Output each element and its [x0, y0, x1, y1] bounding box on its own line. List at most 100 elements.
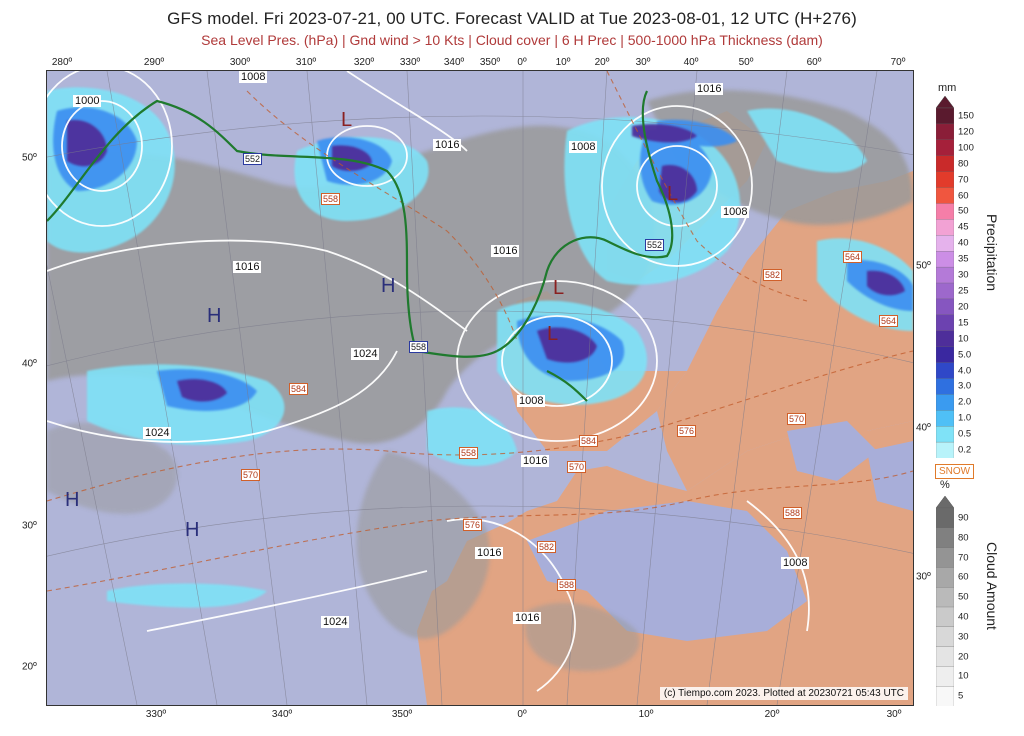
colorbar-value-label: 20: [958, 651, 969, 662]
colorbar-value-label: 100: [958, 142, 974, 154]
right-tick: 30º: [916, 571, 931, 583]
colorbar-value-label: 3.0: [958, 380, 972, 392]
colorbar-swatch: [936, 139, 954, 157]
thickness-label: 576: [677, 425, 697, 437]
bottom-tick: 0º: [517, 709, 527, 720]
colorbar-swatch: [936, 266, 954, 284]
top-tick: 280º: [51, 57, 73, 68]
cloud-colorbar: [936, 496, 954, 706]
colorbar-swatch: [936, 686, 954, 706]
pressure-label: 1016: [491, 245, 520, 257]
snow-indicator: SNOW: [935, 464, 975, 479]
pressure-label: 1008: [517, 395, 546, 407]
bottom-tick: 340º: [271, 709, 293, 720]
colorbar-swatch: [936, 330, 954, 348]
colorbar-value-label: 35: [958, 253, 969, 265]
top-tick: 30º: [635, 57, 651, 68]
bottom-tick: 30º: [886, 709, 902, 720]
colorbar-swatch: [936, 378, 954, 395]
colorbar-value-label: 60: [958, 571, 969, 583]
colorbar-value-label: 150: [958, 110, 974, 122]
graticule: [47, 71, 913, 705]
colorbar-swatch: [936, 666, 954, 687]
top-tick: 20º: [594, 57, 610, 68]
top-tick: 10º: [555, 57, 571, 68]
thickness-label: 576: [463, 519, 483, 531]
colorbar-value-label: 4.0: [958, 365, 972, 376]
colorbar-value-label: 70: [958, 552, 969, 563]
left-tick: 40º: [22, 358, 37, 370]
pressure-label: 1024: [321, 616, 350, 628]
thickness-label: 582: [763, 269, 783, 281]
thickness-label: 588: [783, 507, 803, 519]
map-credit: (c) Tiempo.com 2023. Plotted at 20230721…: [659, 687, 908, 700]
thickness-label: 564: [843, 251, 863, 263]
colorbar-swatch: [936, 626, 954, 648]
pressure-label: 1016: [695, 83, 724, 95]
colorbar-value-label: 2.0: [958, 396, 972, 408]
colorbar-swatch: [936, 606, 954, 628]
colorbar-swatch: [936, 362, 954, 380]
colorbar-swatch: [936, 282, 954, 300]
colorbar-swatch: [936, 646, 954, 667]
top-tick: 50º: [738, 57, 754, 68]
thickness-label: 558: [409, 341, 429, 353]
right-tick: 50º: [916, 260, 931, 272]
colorbar-swatch: [936, 346, 954, 364]
colorbar-swatch: [936, 527, 954, 549]
top-tick: 350º: [479, 57, 501, 68]
colorbar-swatch: [936, 587, 954, 608]
high-pressure-center: H: [65, 489, 80, 511]
colorbar-value-label: 50: [958, 591, 969, 603]
thickness-label: 552: [243, 153, 263, 165]
cloud-unit: %: [940, 479, 950, 491]
high-pressure-center: H: [207, 305, 222, 327]
bottom-tick: 20º: [764, 709, 780, 720]
pressure-label: 1008: [721, 206, 750, 218]
high-pressure-center: H: [381, 275, 396, 297]
precip-title: Precipitation: [984, 214, 1000, 292]
pressure-label: 1016: [433, 139, 462, 151]
top-tick: 300º: [229, 57, 251, 68]
colorbar-value-label: 5.0: [958, 349, 972, 361]
precip-colorbar: [936, 96, 954, 458]
pressure-label: 1016: [475, 547, 504, 559]
colorbar-swatch: [936, 441, 954, 458]
thickness-label: 582: [537, 541, 557, 553]
colorbar-swatch: [936, 394, 954, 411]
left-tick: 20º: [22, 661, 37, 673]
thickness-label: 584: [579, 435, 599, 447]
thickness-label: 552: [645, 239, 665, 251]
left-tick: 50º: [22, 152, 37, 164]
colorbar-value-label: 70: [958, 174, 969, 186]
thickness-contours: [47, 71, 913, 592]
pressure-label: 1024: [143, 427, 172, 439]
colorbar-value-label: 0.5: [958, 428, 972, 440]
cloud-title: Cloud Amount: [984, 542, 1000, 630]
left-tick: 30º: [22, 520, 37, 532]
bottom-tick: 350º: [391, 709, 413, 720]
colorbar-value-label: 15: [958, 317, 969, 329]
low-pressure-center: L: [553, 277, 565, 299]
top-tick: 290º: [143, 57, 165, 68]
colorbar-value-label: 0.2: [958, 444, 972, 456]
colorbar-value-label: 20: [958, 301, 969, 313]
high-pressure-center: H: [185, 519, 200, 541]
colorbar-swatch: [936, 171, 954, 189]
precip-unit: mm: [938, 82, 957, 94]
colorbar-value-label: 10: [958, 333, 969, 345]
colorbar-swatch: [936, 219, 954, 236]
colorbar-value-label: 45: [958, 221, 969, 233]
colorbar-swatch: [936, 507, 954, 529]
colorbar-value-label: 30: [958, 631, 969, 643]
thickness-label: 564: [879, 315, 899, 327]
pressure-label: 1008: [781, 557, 810, 569]
top-tick: 310º: [295, 57, 317, 68]
thickness-label: 570: [787, 413, 807, 425]
colorbar-swatch: [936, 107, 954, 125]
colorbar-swatch: [936, 547, 954, 568]
colorbar-value-label: 120: [958, 126, 974, 138]
colorbar-value-label: 90: [958, 512, 969, 524]
pressure-label: 1008: [569, 141, 598, 153]
thickness-label: 558: [321, 193, 341, 205]
